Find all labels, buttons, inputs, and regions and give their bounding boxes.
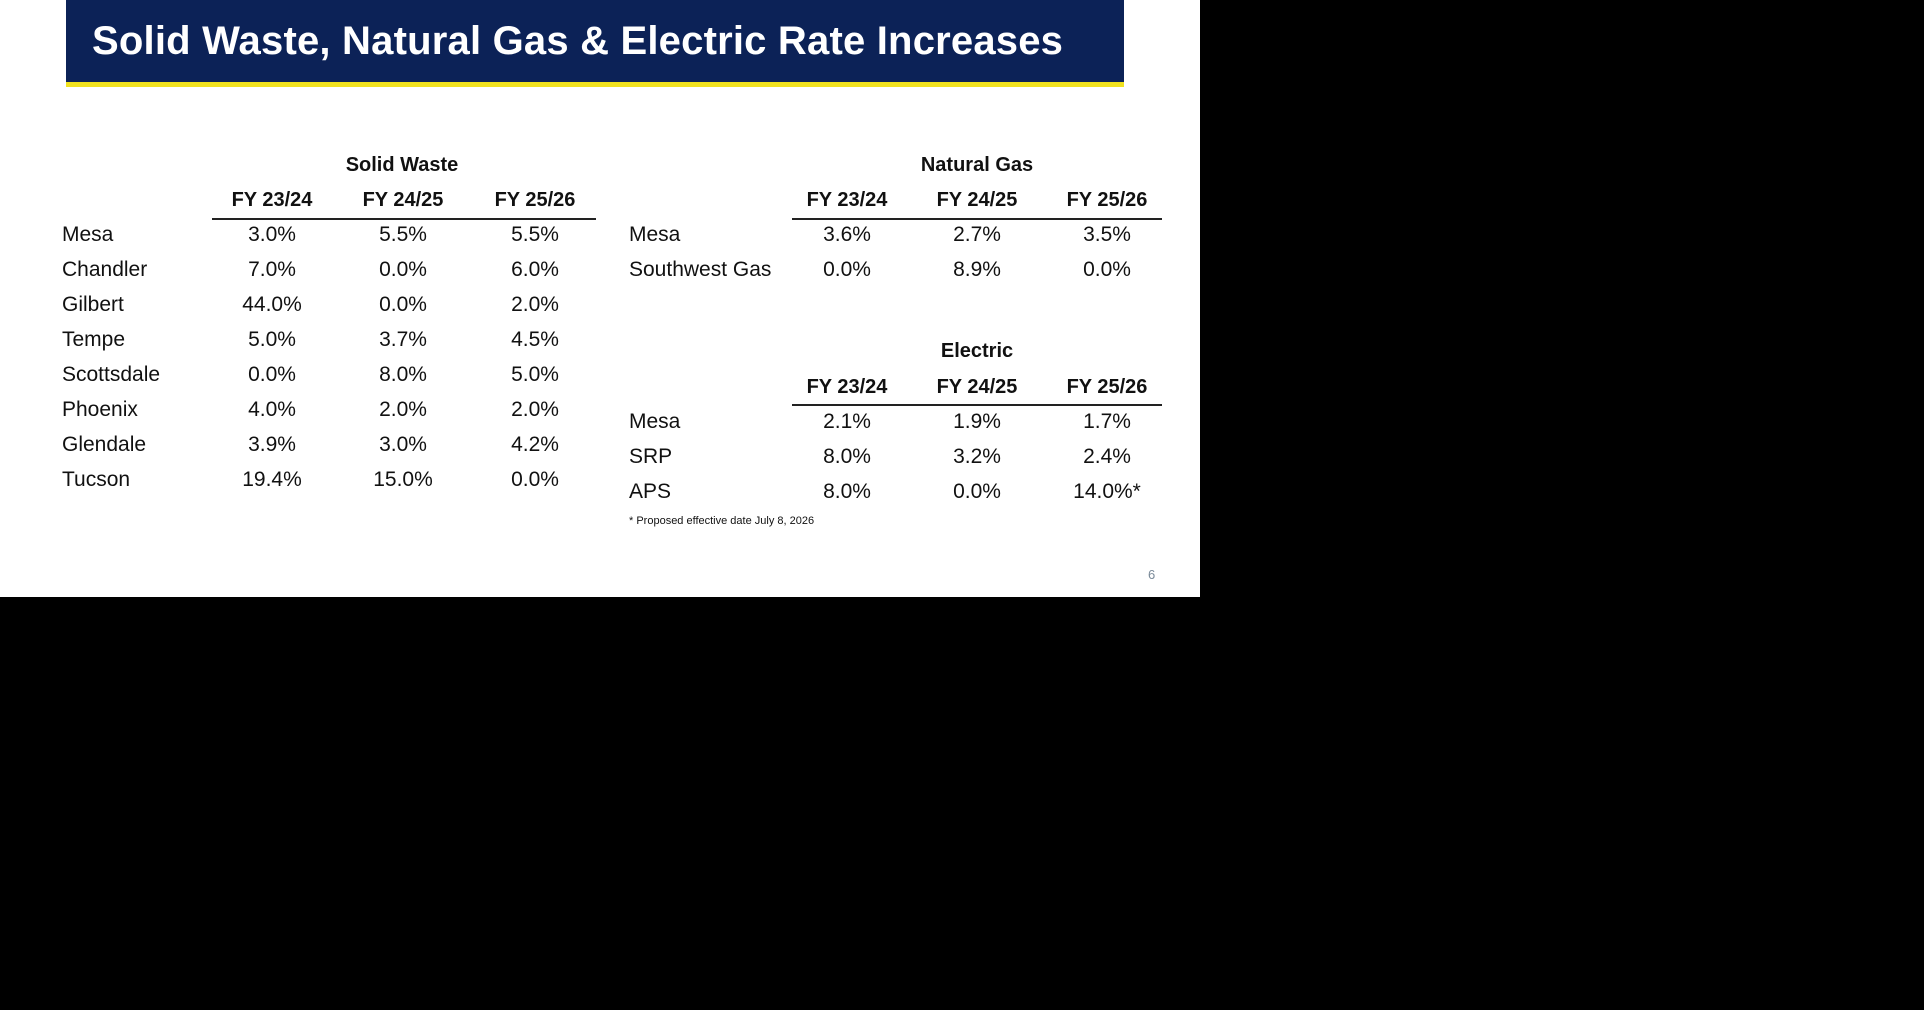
table-cell: 2.0% — [511, 398, 559, 421]
column-header: FY 25/26 — [1066, 376, 1148, 398]
row-label: Chandler — [62, 258, 148, 281]
table-cell: 6.0% — [511, 258, 559, 281]
table-cell: 3.0% — [248, 223, 296, 246]
table-cell: 5.5% — [379, 223, 427, 246]
natural-gas-heading: Natural Gas — [920, 154, 1034, 176]
table-cell: 3.0% — [379, 433, 427, 456]
table-cell: 0.0% — [953, 480, 1001, 503]
table-cell: 44.0% — [242, 293, 302, 316]
table-cell: 5.0% — [511, 363, 559, 386]
row-label: SRP — [629, 445, 673, 468]
header-rule — [212, 218, 596, 220]
table-cell: 7.0% — [248, 258, 296, 281]
table-cell: 4.0% — [248, 398, 296, 421]
table-cell: 3.5% — [1083, 223, 1131, 246]
table-cell: 2.1% — [823, 410, 871, 433]
table-cell: 2.0% — [379, 398, 427, 421]
electric-heading: Electric — [940, 340, 1014, 362]
column-header: FY 23/24 — [806, 376, 888, 398]
table-cell: 0.0% — [823, 258, 871, 281]
slide-title: Solid Waste, Natural Gas & Electric Rate… — [92, 18, 1064, 63]
row-label: Scottsdale — [62, 363, 161, 386]
table-cell: 14.0%* — [1073, 480, 1141, 503]
table-cell: 8.0% — [823, 480, 871, 503]
column-header: FY 24/25 — [936, 376, 1018, 398]
row-label: Phoenix — [62, 398, 138, 421]
table-cell: 0.0% — [248, 363, 296, 386]
row-label: Glendale — [62, 433, 147, 456]
row-label: Mesa — [629, 410, 681, 433]
table-cell: 0.0% — [1083, 258, 1131, 281]
table-cell: 2.0% — [511, 293, 559, 316]
table-cell: 8.0% — [823, 445, 871, 468]
title-bar: Solid Waste, Natural Gas & Electric Rate… — [66, 0, 1124, 87]
row-label: Southwest Gas — [629, 258, 772, 281]
solid-waste-heading: Solid Waste — [345, 154, 459, 176]
table-cell: 5.0% — [248, 328, 296, 351]
page-number: 6 — [1148, 567, 1156, 582]
column-header: FY 24/25 — [362, 189, 444, 211]
row-label: Gilbert — [62, 293, 124, 316]
table-cell: 0.0% — [379, 293, 427, 316]
table-cell: 8.0% — [379, 363, 427, 386]
table-cell: 1.7% — [1083, 410, 1131, 433]
table-cell: 3.9% — [248, 433, 296, 456]
table-cell: 19.4% — [242, 468, 302, 491]
table-cell: 15.0% — [373, 468, 433, 491]
row-label: Mesa — [629, 223, 681, 246]
table-cell: 4.5% — [511, 328, 559, 351]
table-cell: 4.2% — [511, 433, 559, 456]
table-cell: 5.5% — [511, 223, 559, 246]
column-header: FY 25/26 — [1066, 189, 1148, 211]
table-cell: 0.0% — [511, 468, 559, 491]
table-cell: 0.0% — [379, 258, 427, 281]
row-label: Tempe — [62, 328, 126, 351]
table-cell: 2.4% — [1083, 445, 1131, 468]
table-cell: 2.7% — [953, 223, 1001, 246]
header-rule — [792, 404, 1162, 406]
row-label: APS — [629, 480, 672, 503]
slide: Solid Waste, Natural Gas & Electric Rate… — [0, 0, 1200, 597]
table-cell: 3.2% — [953, 445, 1001, 468]
row-label: Tucson — [62, 468, 131, 491]
footnote: * Proposed effective date July 8, 2026 — [629, 515, 815, 527]
column-header: FY 23/24 — [806, 189, 888, 211]
table-cell: 8.9% — [953, 258, 1001, 281]
column-header: FY 23/24 — [231, 189, 313, 211]
column-header: FY 25/26 — [494, 189, 576, 211]
header-rule — [792, 218, 1162, 220]
table-cell: 3.6% — [823, 223, 871, 246]
row-label: Mesa — [62, 223, 114, 246]
column-header: FY 24/25 — [936, 189, 1018, 211]
table-cell: 1.9% — [953, 410, 1001, 433]
table-cell: 3.7% — [379, 328, 427, 351]
